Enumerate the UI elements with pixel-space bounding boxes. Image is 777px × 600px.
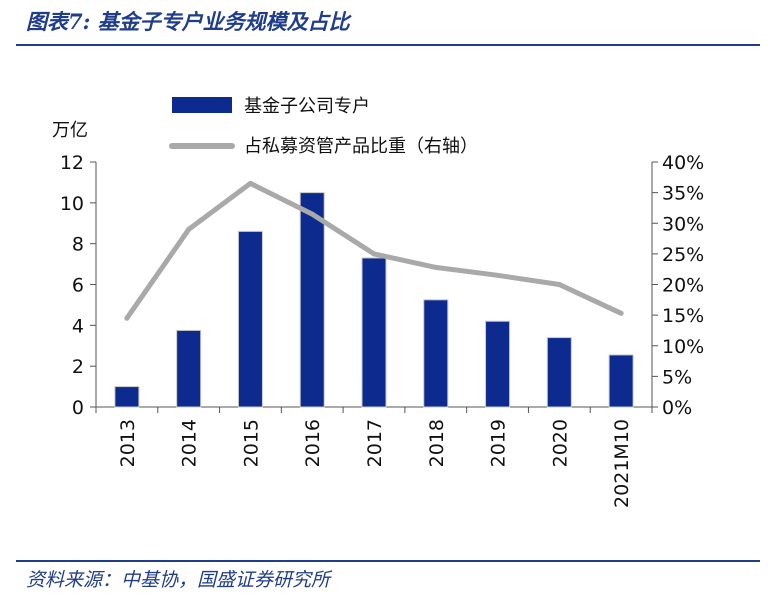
right-tick-label: 10% — [662, 336, 704, 358]
share-point — [124, 315, 130, 321]
bar — [299, 192, 325, 408]
x-tick-label: 2013 — [117, 419, 139, 467]
bar — [608, 354, 634, 408]
source-rule — [16, 560, 760, 562]
legend-bar-swatch — [172, 97, 232, 113]
x-tick-label: 2018 — [426, 419, 448, 467]
left-tick-label: 12 — [60, 152, 84, 174]
x-tick-label: 2015 — [240, 419, 262, 467]
bar — [361, 257, 387, 408]
bar — [176, 329, 202, 408]
left-tick-label: 4 — [72, 315, 84, 337]
source-note: 资料来源：中基协，国盛证券研究所 — [26, 569, 331, 591]
right-tick-label: 35% — [662, 183, 704, 205]
left-tick-label: 10 — [60, 193, 84, 215]
bar — [423, 299, 449, 408]
bar — [546, 337, 572, 408]
share-point — [186, 226, 192, 232]
share-point — [495, 272, 501, 278]
bar — [237, 230, 263, 408]
share-point — [309, 211, 315, 217]
left-tick-label: 6 — [72, 275, 84, 297]
bar — [114, 386, 140, 408]
left-tick-label: 2 — [72, 356, 84, 378]
x-tick-label: 2016 — [302, 419, 324, 467]
left-tick-label: 8 — [72, 234, 84, 256]
right-tick-label: 40% — [662, 152, 704, 174]
share-point — [371, 251, 377, 257]
right-tick-label: 30% — [662, 213, 704, 235]
right-tick-label: 0% — [662, 397, 692, 419]
legend-line-label: 占私募资管产品比重（右轴） — [244, 136, 478, 157]
right-tick-label: 25% — [662, 244, 704, 266]
combo-chart: 基金子公司专户 占私募资管产品比重（右轴） 万亿 0 2 4 6 8 10 12 0% 5% 10… — [52, 96, 704, 508]
x-tick-label: 2017 — [364, 419, 386, 467]
share-point — [556, 282, 562, 287]
share-point — [618, 310, 624, 316]
left-tick-label: 0 — [72, 397, 84, 419]
x-tick-label: 2014 — [179, 419, 201, 467]
share-point — [433, 264, 439, 270]
x-tick-label: 2020 — [549, 419, 571, 467]
legend-bar-label: 基金子公司专户 — [244, 96, 370, 117]
legend: 基金子公司专户 占私募资管产品比重（右轴） — [169, 96, 478, 157]
right-tick-label: 15% — [662, 305, 704, 327]
title-rule — [16, 44, 760, 46]
right-tick-label: 20% — [662, 275, 704, 297]
figure-title: 图表7: 基金子专户业务规模及占比 — [26, 9, 350, 34]
left-axis-unit: 万亿 — [52, 120, 88, 141]
share-point — [247, 180, 253, 186]
bar — [485, 320, 511, 408]
x-tick-label: 2019 — [488, 419, 510, 467]
x-tick-label: 2021M10 — [611, 419, 633, 508]
right-tick-label: 5% — [662, 366, 692, 388]
